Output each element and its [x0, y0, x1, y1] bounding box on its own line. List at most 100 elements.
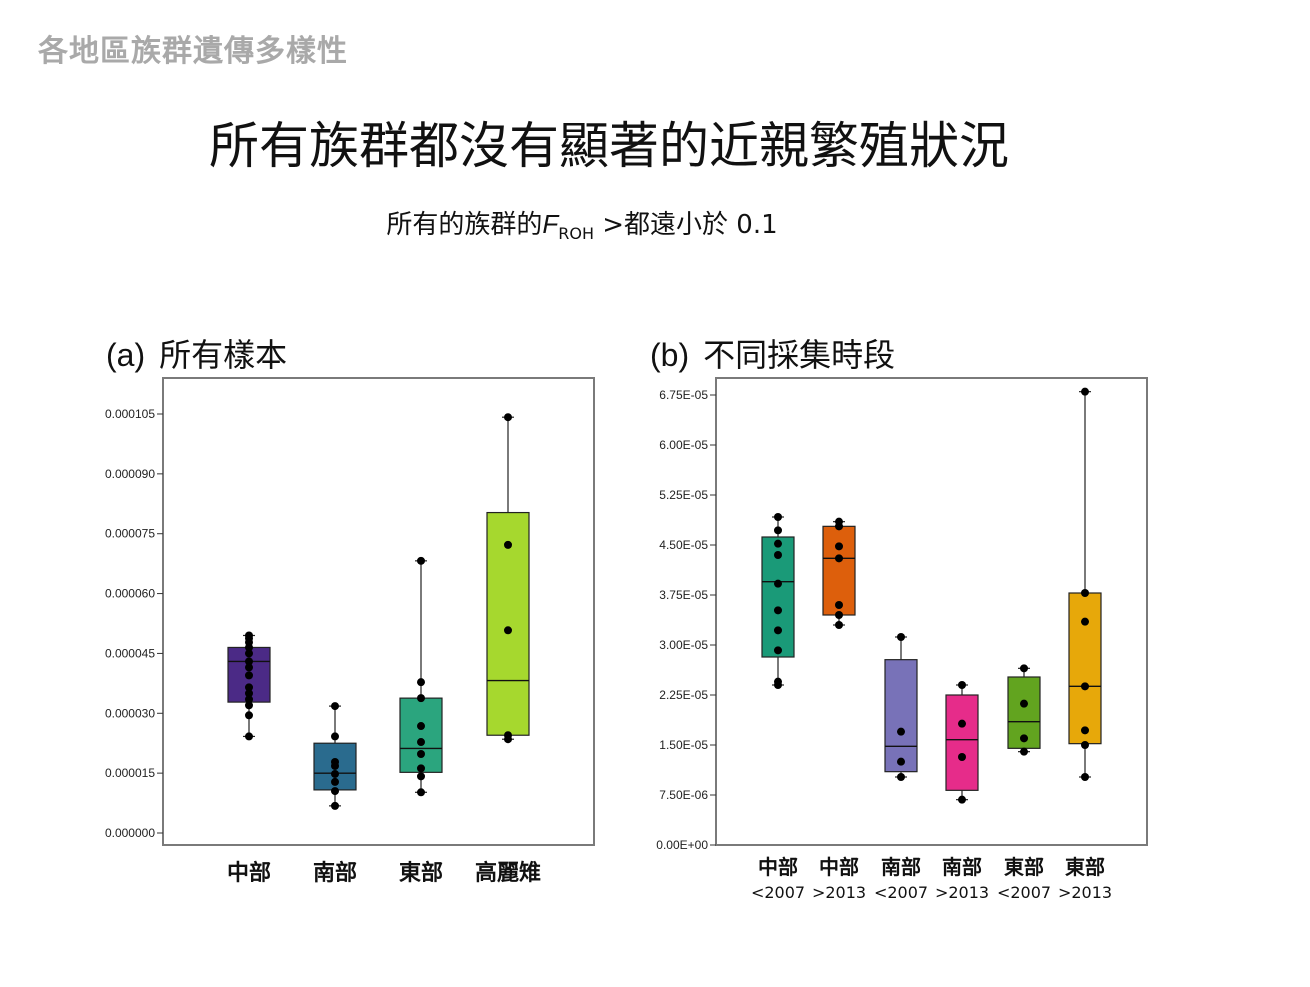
- panel-b-letter: (b): [650, 337, 690, 373]
- data-point: [331, 769, 339, 778]
- y-tick-label-a: 0.000105: [105, 407, 155, 421]
- box-body: [1068, 592, 1102, 745]
- box-body: [884, 659, 918, 773]
- box-a-4: [486, 413, 530, 744]
- data-point: [1081, 682, 1089, 691]
- plot-frame-b: [715, 377, 1148, 846]
- data-point: [774, 551, 782, 559]
- box-b-4: [945, 681, 979, 804]
- data-point: [897, 757, 905, 766]
- data-point: [774, 513, 782, 521]
- data-point: [245, 689, 253, 698]
- y-tick-label-a: 0.000090: [105, 467, 155, 481]
- data-point: [245, 649, 253, 658]
- data-point: [958, 681, 966, 689]
- data-point: [774, 579, 782, 588]
- data-point: [958, 795, 966, 804]
- data-point: [417, 722, 425, 731]
- data-point: [1081, 726, 1089, 735]
- data-point: [774, 526, 782, 535]
- f-subscript: ROH: [558, 224, 594, 243]
- subtitle-prefix: 所有的族群的: [386, 210, 543, 240]
- data-point: [331, 801, 339, 810]
- category-label: 高麗雉: [475, 860, 541, 886]
- y-tick-label-b: 6.00E-05: [659, 438, 708, 452]
- category-label: 東部: [1065, 855, 1105, 879]
- data-point: [504, 413, 512, 422]
- data-point: [417, 556, 425, 565]
- y-tick-label-b: 1.50E-05: [659, 738, 708, 752]
- panel-b-label: (b) 不同採集時段: [650, 330, 895, 376]
- y-tick-label-b: 7.50E-06: [659, 788, 708, 802]
- category-sublabel: <2007: [751, 883, 805, 902]
- category-label: 中部: [227, 860, 271, 886]
- y-tick-label-b: 5.25E-05: [659, 488, 708, 502]
- box-b-3: [884, 633, 918, 781]
- data-point: [897, 727, 905, 736]
- category-label: 東部: [1004, 855, 1044, 879]
- category-sublabel: >2013: [935, 883, 989, 902]
- panel-b-title: 不同採集時段: [703, 336, 896, 374]
- data-point: [1020, 699, 1028, 708]
- data-point: [331, 757, 339, 766]
- category-sublabel: >2013: [1058, 883, 1112, 902]
- page-title: 所有族群都沒有顯著的近親繁殖狀況: [209, 117, 1009, 175]
- category-label: 南部: [942, 855, 982, 879]
- y-tick-label-b: 3.00E-05: [659, 638, 708, 652]
- panel-a-title: 所有樣本: [159, 336, 288, 374]
- data-point: [331, 787, 339, 796]
- data-point: [774, 626, 782, 635]
- data-point: [1081, 589, 1089, 597]
- data-point: [504, 540, 512, 549]
- box-b-2: [822, 517, 856, 629]
- box-a-1: [227, 631, 271, 741]
- data-point: [774, 646, 782, 655]
- box-b-5: [1007, 664, 1041, 756]
- subtitle-suffix: >都遠小於 0.1: [593, 210, 778, 240]
- data-point: [245, 683, 253, 692]
- data-point: [331, 777, 339, 786]
- data-point: [245, 711, 253, 720]
- data-point: [1081, 387, 1089, 396]
- box-body: [399, 697, 443, 773]
- f-symbol: F: [542, 209, 559, 239]
- data-point: [504, 626, 512, 635]
- y-tick-label-a: 0.000045: [105, 646, 155, 660]
- data-point: [245, 701, 253, 710]
- data-point: [774, 539, 782, 548]
- data-point: [774, 606, 782, 615]
- data-point: [417, 772, 425, 781]
- box-b-1: [761, 513, 795, 689]
- y-tick-label-b: 6.75E-05: [659, 388, 708, 402]
- data-point: [417, 678, 425, 687]
- category-label: 中部: [758, 855, 798, 879]
- y-tick-label-a: 0.000060: [105, 587, 155, 601]
- data-point: [835, 542, 843, 551]
- data-point: [1081, 773, 1089, 781]
- data-point: [331, 732, 339, 741]
- box-a-3: [399, 556, 443, 797]
- y-tick-label-a: 0.000030: [105, 706, 155, 720]
- data-point: [417, 764, 425, 773]
- category-sublabel: <2007: [874, 883, 928, 902]
- y-tick-label-a: 0.000015: [105, 766, 155, 780]
- box-b-6: [1068, 387, 1102, 781]
- y-tick-label-a: 0.000075: [105, 527, 155, 541]
- box-a-2: [313, 702, 357, 810]
- section-title: 各地區族群遺傳多樣性: [38, 34, 348, 69]
- data-point: [835, 517, 843, 526]
- data-point: [835, 611, 843, 619]
- category-sublabel: <2007: [997, 883, 1051, 902]
- y-tick-label-b: 0.00E+00: [656, 838, 708, 852]
- data-point: [1020, 664, 1028, 673]
- data-point: [835, 554, 843, 563]
- category-label: 南部: [881, 855, 921, 879]
- data-point: [1020, 734, 1028, 743]
- y-tick-label-a: 0.000000: [105, 826, 155, 840]
- category-label: 中部: [819, 855, 859, 879]
- data-point: [835, 601, 843, 609]
- data-point: [774, 677, 782, 686]
- y-tick-label-b: 3.75E-05: [659, 588, 708, 602]
- data-point: [417, 738, 425, 747]
